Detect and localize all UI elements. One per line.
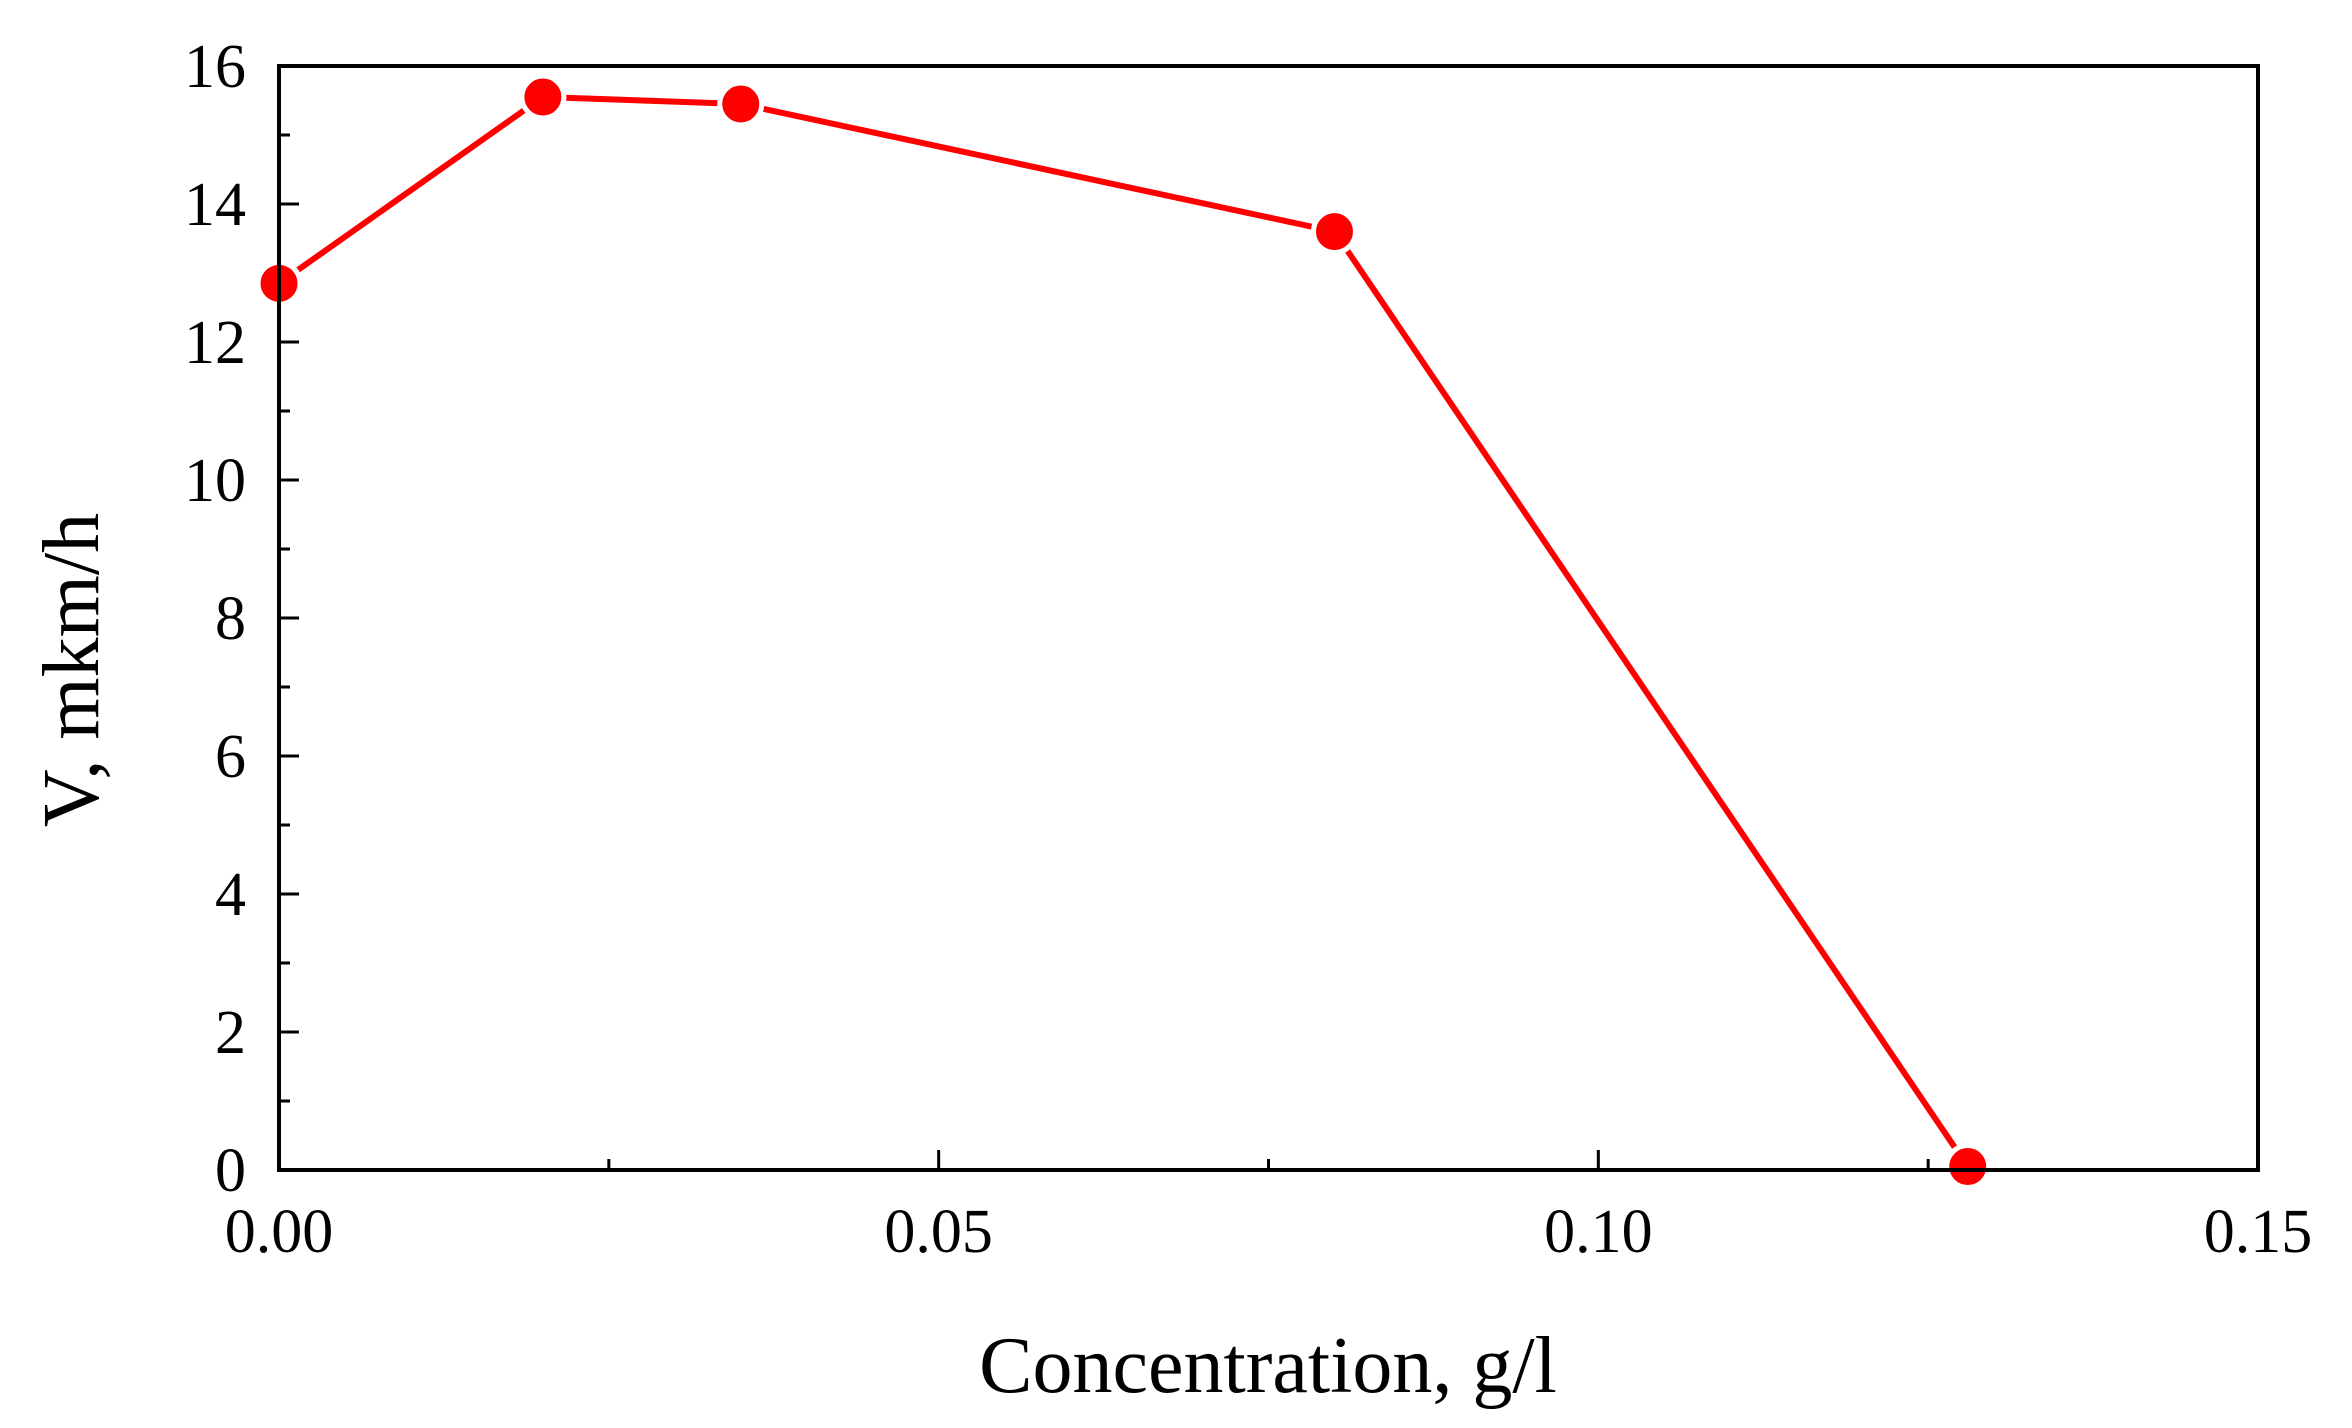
series-line-segment <box>1331 228 1971 1170</box>
y-major-ticks <box>279 64 299 1172</box>
x-tick-labels: 0.00 0.05 0.10 0.15 <box>225 1198 2313 1266</box>
series-line-segment <box>737 100 1338 235</box>
y-tick-label: 10 <box>184 447 246 515</box>
y-tick-label: 4 <box>215 861 246 929</box>
y-tick-label: 14 <box>184 171 246 239</box>
data-point <box>1310 208 1358 256</box>
x-tick-label: 0.00 <box>225 1198 334 1266</box>
y-tick-label: 6 <box>215 723 246 791</box>
y-axis-title: V, mkm/h <box>28 513 116 827</box>
y-tick-label: 12 <box>184 309 246 377</box>
series-layer <box>255 73 1992 1191</box>
plot-frame <box>277 64 2260 1172</box>
y-tick-labels: 0 2 4 6 8 10 12 14 16 <box>184 33 246 1205</box>
y-tick-label: 16 <box>184 33 246 101</box>
series-line-segment <box>276 94 546 287</box>
data-point <box>1944 1143 1992 1191</box>
data-point <box>717 80 765 128</box>
y-tick-label: 8 <box>215 585 246 653</box>
x-tick-label: 0.15 <box>2204 1198 2313 1266</box>
y-tick-label: 2 <box>215 999 246 1067</box>
series-line-segment <box>539 94 744 107</box>
data-point <box>519 73 567 121</box>
y-tick-label: 0 <box>215 1137 246 1205</box>
x-tick-label: 0.10 <box>1544 1198 1653 1266</box>
x-tick-label: 0.05 <box>884 1198 993 1266</box>
x-axis-title: Concentration, g/l <box>979 1322 1557 1410</box>
